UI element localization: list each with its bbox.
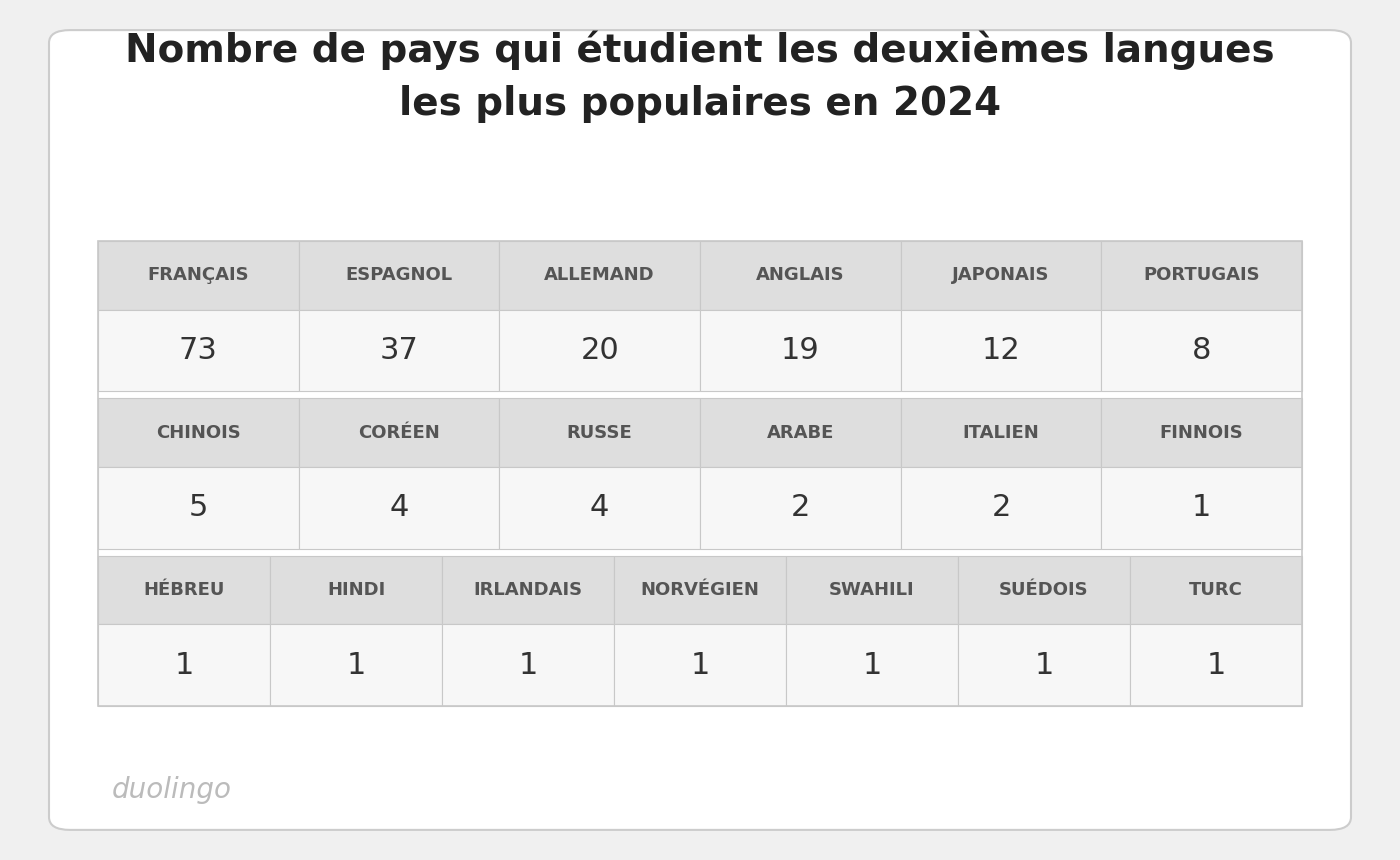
Text: 8: 8: [1191, 336, 1211, 365]
Text: ESPAGNOL: ESPAGNOL: [346, 267, 452, 284]
Text: SUÉDOIS: SUÉDOIS: [1000, 581, 1089, 599]
Bar: [500, 241, 700, 310]
Text: 2: 2: [991, 494, 1011, 522]
Bar: [958, 624, 1130, 706]
Text: SWAHILI: SWAHILI: [829, 581, 914, 599]
Text: 1: 1: [1035, 651, 1054, 679]
Bar: [615, 624, 785, 706]
Text: ALLEMAND: ALLEMAND: [545, 267, 655, 284]
Bar: [270, 556, 442, 624]
Text: 1: 1: [690, 651, 710, 679]
Text: 4: 4: [389, 494, 409, 522]
Text: 19: 19: [781, 336, 820, 365]
Bar: [900, 241, 1102, 310]
Text: 1: 1: [175, 651, 193, 679]
Bar: [298, 310, 500, 391]
Bar: [785, 556, 958, 624]
Text: 1: 1: [1207, 651, 1225, 679]
Bar: [98, 556, 270, 624]
Bar: [98, 241, 1302, 706]
Text: 1: 1: [518, 651, 538, 679]
Text: HÉBREU: HÉBREU: [143, 581, 224, 599]
Bar: [298, 467, 500, 549]
Text: NORVÉGIEN: NORVÉGIEN: [641, 581, 759, 599]
Text: 5: 5: [189, 494, 209, 522]
Bar: [1102, 467, 1302, 549]
Text: 1: 1: [346, 651, 365, 679]
Text: ANGLAIS: ANGLAIS: [756, 267, 844, 284]
Text: 2: 2: [791, 494, 811, 522]
Text: 12: 12: [981, 336, 1021, 365]
Text: 73: 73: [179, 336, 218, 365]
Text: 20: 20: [580, 336, 619, 365]
Text: CORÉEN: CORÉEN: [358, 424, 440, 441]
Bar: [1102, 241, 1302, 310]
Bar: [700, 241, 900, 310]
Bar: [615, 556, 785, 624]
Bar: [1130, 556, 1302, 624]
Text: TURC: TURC: [1189, 581, 1243, 599]
Bar: [98, 624, 270, 706]
Text: duolingo: duolingo: [112, 776, 232, 804]
Bar: [785, 624, 958, 706]
Bar: [900, 467, 1102, 549]
Bar: [500, 398, 700, 467]
Text: PORTUGAIS: PORTUGAIS: [1144, 267, 1260, 284]
Text: 4: 4: [589, 494, 609, 522]
Text: 1: 1: [1191, 494, 1211, 522]
Bar: [98, 467, 298, 549]
Text: Nombre de pays qui étudient les deuxièmes langues
les plus populaires en 2024: Nombre de pays qui étudient les deuxième…: [125, 30, 1275, 123]
Bar: [1130, 624, 1302, 706]
Text: CHINOIS: CHINOIS: [155, 424, 241, 441]
Text: RUSSE: RUSSE: [567, 424, 633, 441]
Bar: [900, 310, 1102, 391]
Text: 37: 37: [379, 336, 419, 365]
Bar: [270, 624, 442, 706]
Bar: [700, 467, 900, 549]
Bar: [500, 310, 700, 391]
Text: HINDI: HINDI: [326, 581, 385, 599]
Bar: [98, 241, 298, 310]
Bar: [1102, 310, 1302, 391]
Bar: [298, 241, 500, 310]
Bar: [442, 556, 615, 624]
Bar: [958, 556, 1130, 624]
Bar: [98, 398, 298, 467]
Text: IRLANDAIS: IRLANDAIS: [473, 581, 582, 599]
Text: 1: 1: [862, 651, 882, 679]
Text: FINNOIS: FINNOIS: [1159, 424, 1243, 441]
Bar: [700, 310, 900, 391]
Bar: [298, 398, 500, 467]
Text: ARABE: ARABE: [767, 424, 834, 441]
Bar: [98, 310, 298, 391]
Text: ITALIEN: ITALIEN: [963, 424, 1039, 441]
Bar: [442, 624, 615, 706]
Bar: [1102, 398, 1302, 467]
Bar: [700, 398, 900, 467]
Bar: [500, 467, 700, 549]
Text: FRANÇAIS: FRANÇAIS: [147, 267, 249, 284]
Text: JAPONAIS: JAPONAIS: [952, 267, 1050, 284]
Bar: [900, 398, 1102, 467]
